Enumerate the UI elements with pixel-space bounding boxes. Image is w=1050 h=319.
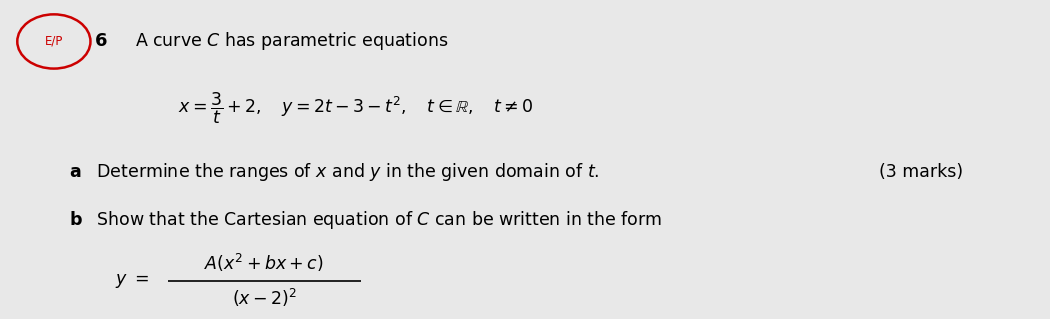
Text: $A(x^2 + bx + c)$: $A(x^2 + bx + c)$ bbox=[205, 252, 324, 274]
Text: Show that the Cartesian equation of $C$ can be written in the form: Show that the Cartesian equation of $C$ … bbox=[91, 209, 663, 231]
Text: $\mathbf{b}$: $\mathbf{b}$ bbox=[69, 211, 83, 229]
Text: $y\ =$: $y\ =$ bbox=[114, 272, 149, 290]
Text: (3 marks): (3 marks) bbox=[880, 163, 964, 181]
Text: A curve $C$ has parametric equations: A curve $C$ has parametric equations bbox=[135, 31, 448, 52]
Text: E/P: E/P bbox=[45, 35, 63, 48]
Text: $(x-2)^2$: $(x-2)^2$ bbox=[232, 287, 297, 309]
Text: $x = \dfrac{3}{t} + 2, \quad y = 2t - 3 - t^2, \quad t \in \mathbb{R}, \quad t \: $x = \dfrac{3}{t} + 2, \quad y = 2t - 3 … bbox=[177, 91, 533, 126]
Text: $\mathbf{a}$: $\mathbf{a}$ bbox=[69, 163, 82, 181]
Text: 6: 6 bbox=[94, 33, 107, 50]
Text: Determine the ranges of $x$ and $y$ in the given domain of $t$.: Determine the ranges of $x$ and $y$ in t… bbox=[91, 161, 600, 183]
